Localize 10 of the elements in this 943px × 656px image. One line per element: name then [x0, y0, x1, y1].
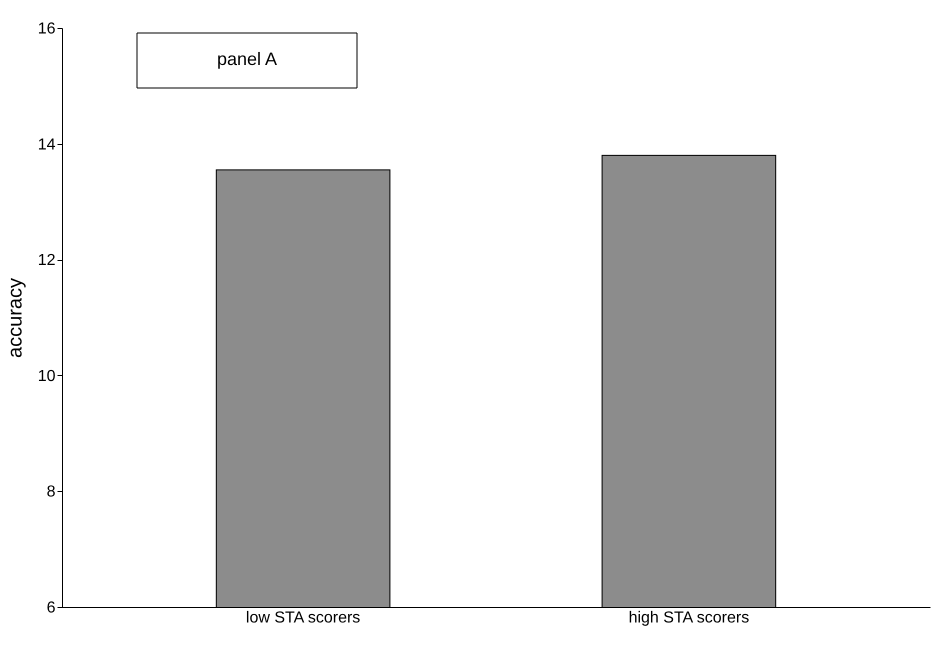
y-tick-label: 14 [38, 136, 56, 154]
y-tick-label: 6 [46, 600, 56, 616]
y-tick-label: 8 [46, 484, 56, 501]
x-tick-label: high STA scorers [628, 610, 750, 626]
y-axis-title: accuracy [4, 278, 27, 358]
y-tick-label: 16 [38, 20, 56, 38]
annotation: panel A [216, 49, 278, 69]
y-tick-label: 10 [38, 368, 56, 385]
y-tick-label: 12 [38, 252, 56, 270]
x-tick-label: low STA scorers [246, 610, 360, 626]
